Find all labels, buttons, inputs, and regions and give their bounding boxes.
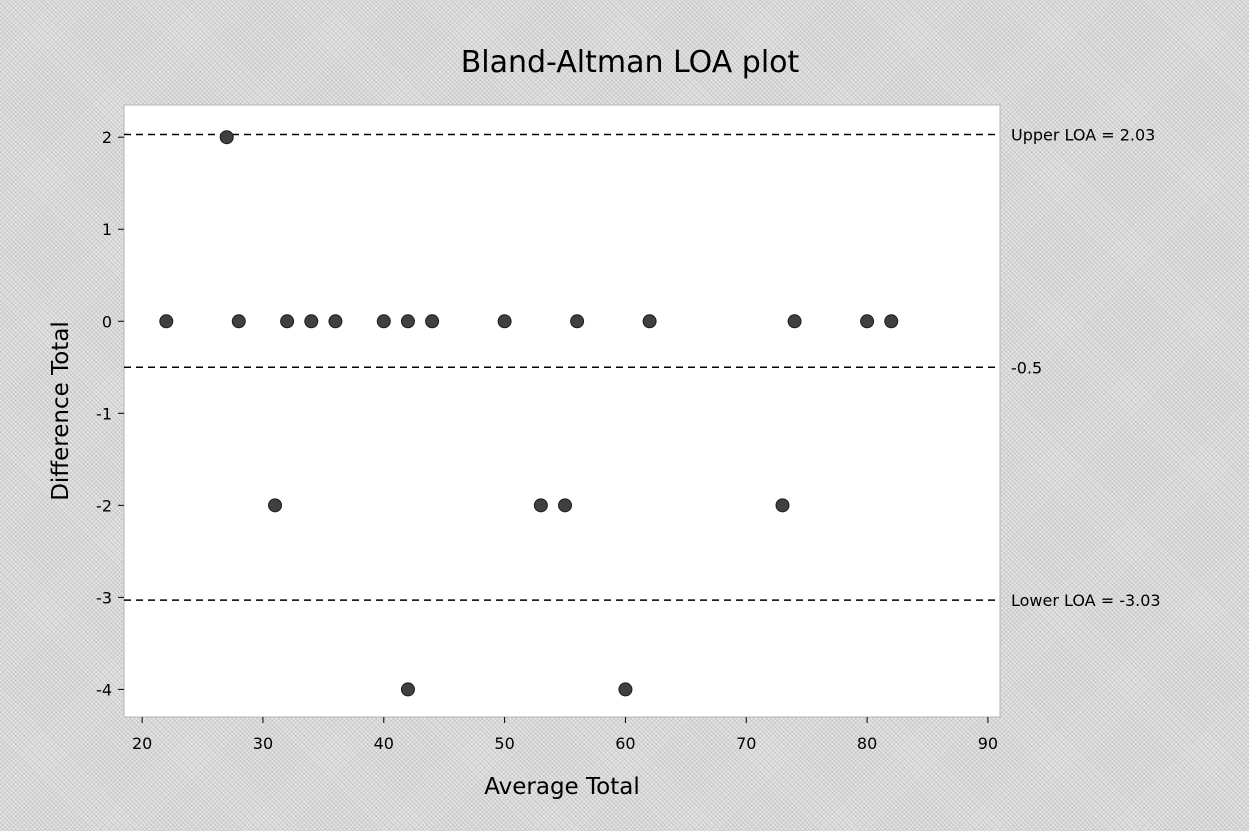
y-tick-label: -1 (96, 404, 112, 423)
data-point (376, 314, 391, 329)
data-point (400, 314, 415, 329)
x-axis-label: Average Total (484, 774, 639, 800)
data-point (558, 498, 573, 513)
reference-line-label: Lower LOA = -3.03 (1011, 591, 1161, 610)
data-points (159, 130, 899, 697)
reference-line-label: -0.5 (1011, 358, 1042, 377)
x-tick-label: 90 (978, 734, 998, 753)
y-axis-label: Difference Total (48, 321, 74, 501)
data-point (570, 314, 585, 329)
x-tick-label: 50 (494, 734, 514, 753)
data-point (400, 682, 415, 697)
y-axis-ticks: 2 1 0 -1 -2 -3 -4 (96, 128, 124, 699)
data-point (860, 314, 875, 329)
data-point (497, 314, 512, 329)
y-tick-label: 2 (102, 128, 112, 147)
chart-title: Bland-Altman LOA plot (461, 45, 800, 80)
data-point (268, 498, 283, 513)
x-tick-label: 60 (615, 734, 635, 753)
y-tick-label: 1 (102, 220, 112, 239)
reference-line-label: Upper LOA = 2.03 (1011, 125, 1155, 144)
data-point (618, 682, 633, 697)
x-tick-label: 40 (374, 734, 394, 753)
y-tick-label: 0 (102, 312, 112, 331)
data-point (775, 498, 790, 513)
x-tick-label: 30 (253, 734, 273, 753)
data-point (280, 314, 295, 329)
data-point (787, 314, 802, 329)
data-point (642, 314, 657, 329)
data-point (533, 498, 548, 513)
y-tick-label: -3 (96, 588, 112, 607)
data-point (884, 314, 899, 329)
data-point (231, 314, 246, 329)
y-tick-label: -2 (96, 496, 112, 515)
x-tick-label: 20 (132, 734, 152, 753)
plot-area (123, 104, 1001, 718)
data-point (219, 130, 234, 145)
x-axis-ticks: 20 30 40 50 60 70 80 90 (132, 717, 998, 753)
reference-lines: Upper LOA = 2.03 -0.5 Lower LOA = -3.03 (124, 125, 1161, 610)
data-point (304, 314, 319, 329)
y-tick-label: -4 (96, 680, 112, 699)
data-point (328, 314, 343, 329)
x-tick-label: 70 (736, 734, 756, 753)
data-point (425, 314, 440, 329)
x-tick-label: 80 (857, 734, 877, 753)
data-point (159, 314, 174, 329)
